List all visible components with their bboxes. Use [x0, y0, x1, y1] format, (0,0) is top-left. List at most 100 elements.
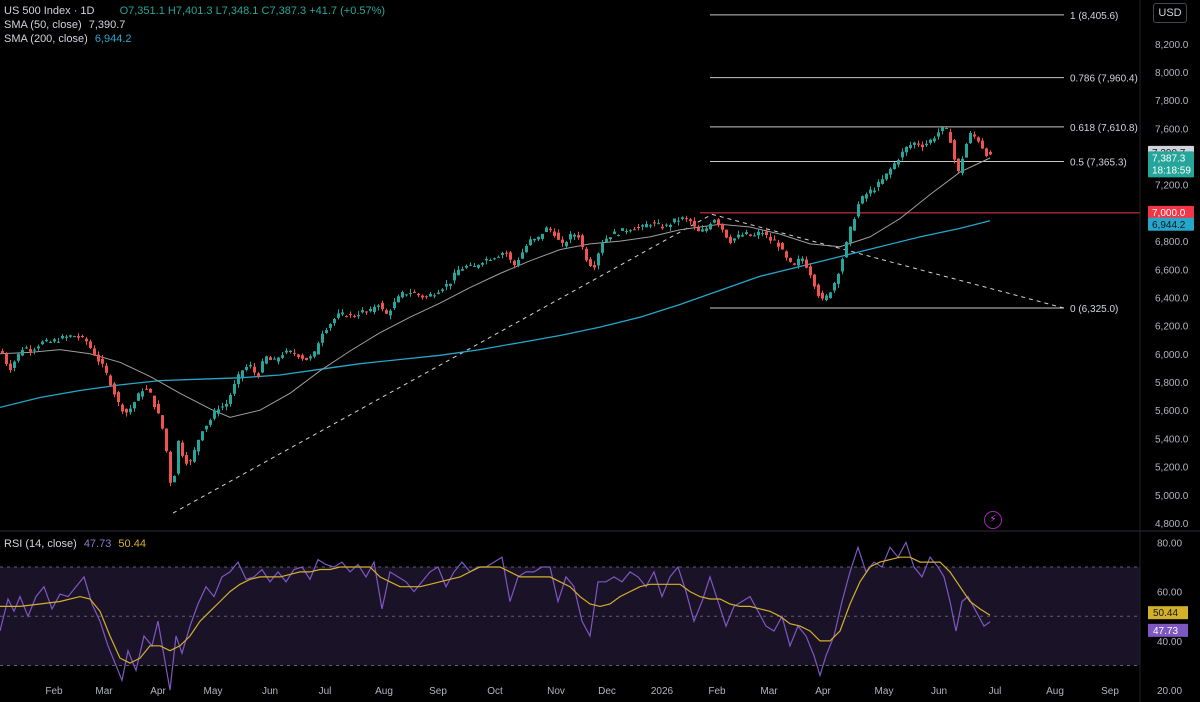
rsi-legend[interactable]: RSI (14, close) 47.73 50.44 — [4, 537, 146, 551]
candle-body — [325, 330, 328, 333]
candle-body — [61, 335, 64, 339]
candle-body — [81, 336, 84, 338]
rsi-line[interactable] — [0, 540, 991, 691]
y-tick-label: 6,600.0 — [1155, 265, 1189, 276]
candle-body — [661, 226, 664, 229]
candle-body — [273, 358, 276, 360]
candle-body — [597, 253, 600, 266]
x-tick-label: May — [875, 686, 894, 697]
candle-body — [669, 224, 672, 228]
candle-body — [237, 374, 240, 385]
y-tick-label: 5,200.0 — [1155, 463, 1189, 474]
candle-body — [169, 451, 172, 483]
candle-body — [545, 227, 548, 233]
rsi-ma-line[interactable] — [0, 556, 991, 664]
candle-body — [501, 253, 504, 255]
candle-body — [21, 349, 24, 356]
candle-body — [353, 315, 356, 317]
candle-body — [393, 301, 396, 309]
candle-body — [805, 259, 808, 268]
candle-body — [793, 263, 796, 265]
candle-body — [337, 313, 340, 318]
rsi-pane[interactable] — [0, 540, 1140, 691]
x-tick-label: Jul — [319, 686, 332, 697]
y-tick-label: 8,000.0 — [1155, 68, 1189, 79]
candle-body — [873, 190, 876, 193]
trendline-up[interactable] — [172, 213, 713, 514]
candle-body — [901, 151, 904, 158]
candle-body — [613, 231, 616, 235]
candle-body — [737, 234, 740, 238]
candle-body — [677, 220, 680, 222]
sma50-line[interactable] — [0, 157, 991, 418]
candle-body — [553, 231, 556, 236]
candle-body — [825, 295, 828, 301]
candle-body — [9, 363, 12, 371]
candle-body — [589, 259, 592, 266]
candle-body — [845, 241, 848, 258]
candle-body — [701, 229, 704, 232]
candle-body — [269, 357, 272, 361]
sma200-line[interactable] — [0, 220, 991, 409]
change-value: +41.7 (+0.57%) — [309, 5, 386, 17]
candle-body — [85, 338, 88, 342]
candle-body — [77, 336, 80, 338]
trendline-down[interactable] — [711, 213, 1065, 309]
x-tick-label: Oct — [487, 686, 503, 697]
candle-body — [445, 284, 448, 287]
candle-body — [625, 231, 628, 233]
candle-body — [513, 260, 516, 266]
candle-body — [629, 230, 632, 232]
candle-body — [165, 428, 168, 452]
candle-body — [133, 402, 136, 409]
candle-body — [689, 219, 692, 222]
candle-body — [557, 232, 560, 240]
fib-label: 1 (8,405.6) — [1070, 11, 1118, 22]
y-tick-label: 6,000.0 — [1155, 350, 1189, 361]
candle-body — [41, 341, 44, 345]
currency-button[interactable]: USD — [1153, 3, 1187, 23]
resistance-price-label-bg — [1148, 205, 1194, 219]
y-tick-label: 6,400.0 — [1155, 293, 1189, 304]
candle-body — [137, 393, 140, 401]
candle-body — [753, 235, 756, 237]
candle-body — [481, 262, 484, 265]
candle-body — [69, 335, 72, 337]
lightning-icon[interactable]: ⚡ — [984, 511, 1002, 529]
candle-body — [265, 356, 268, 364]
x-tick-label: Sep — [1101, 686, 1119, 697]
candle-body — [285, 350, 288, 353]
candle-body — [841, 259, 844, 272]
candle-body — [257, 373, 260, 377]
open-value: O7,351.1 — [119, 5, 165, 17]
candle-body — [477, 264, 480, 268]
candle-body — [5, 354, 8, 364]
candle-body — [193, 449, 196, 462]
candle-body — [409, 293, 412, 295]
close-value: C7,387.3 — [261, 5, 307, 17]
candle-body — [565, 242, 568, 247]
candle-body — [673, 218, 676, 223]
y-tick-label: 7,800.0 — [1155, 96, 1189, 107]
candle-body — [437, 292, 440, 294]
price-pane[interactable]: 1 (8,405.6) 0.786 (7,960.4) 0.618 (7,610.8… — [0, 11, 1140, 514]
high-value: H7,401.3 — [167, 5, 213, 17]
sma200-legend[interactable]: SMA (200, close) 6,944.2 — [4, 32, 132, 46]
candle-body — [465, 265, 468, 268]
fib-label: 0.786 (7,960.4) — [1070, 74, 1138, 85]
candle-body — [305, 357, 308, 361]
candle-body — [921, 144, 924, 148]
candle-body — [357, 315, 360, 317]
candle-body — [969, 133, 972, 144]
y-tick-label: 6,200.0 — [1155, 322, 1189, 333]
sma200-value: 6,944.2 — [94, 33, 132, 45]
candle-body — [785, 251, 788, 258]
candle-body — [777, 242, 780, 247]
candle-body — [641, 225, 644, 227]
candle-body — [417, 293, 420, 296]
sma50-legend[interactable]: SMA (50, close) 7,390.7 — [4, 18, 125, 32]
candle-body — [977, 137, 980, 142]
y-tick-label: 6,800.0 — [1155, 237, 1189, 248]
